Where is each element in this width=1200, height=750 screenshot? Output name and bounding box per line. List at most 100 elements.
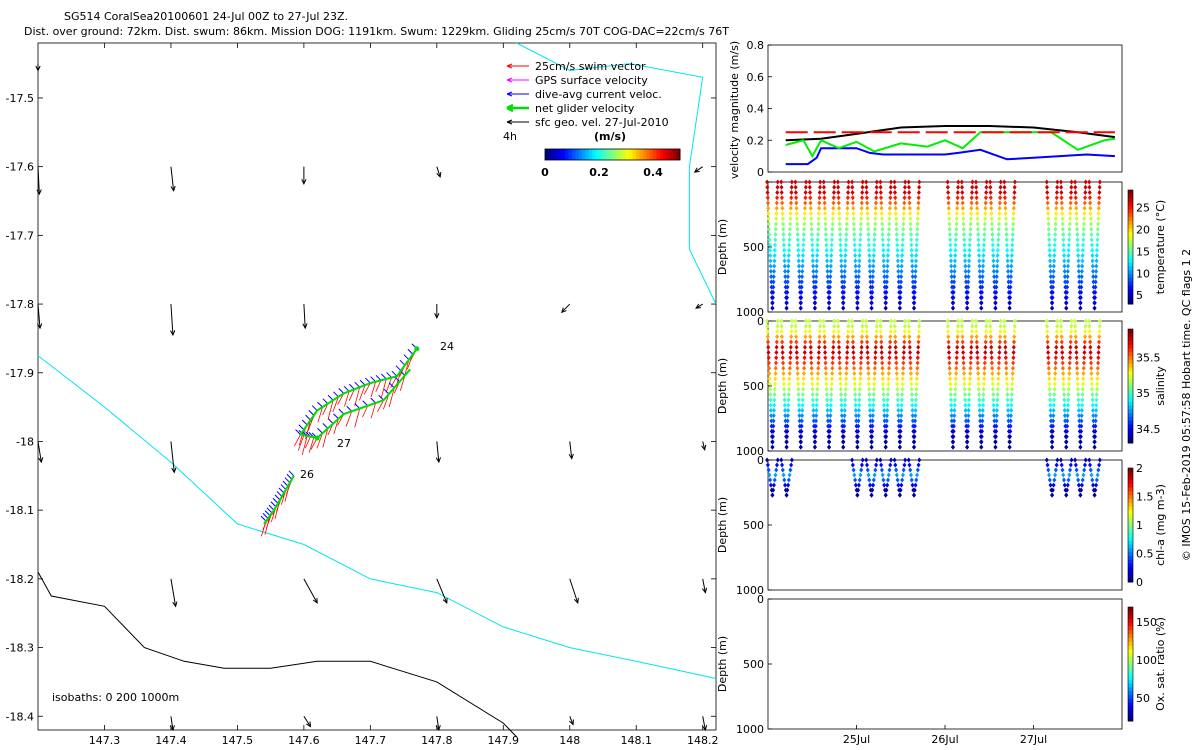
temperature-point [883, 300, 888, 306]
dac-vector [327, 394, 334, 401]
salinity-point [1006, 407, 1011, 413]
temperature-point [1044, 179, 1049, 185]
salinity-point [766, 355, 771, 361]
salinity-point [850, 329, 855, 335]
chlorophyll-point [1075, 472, 1080, 478]
temperature-point [983, 200, 988, 206]
salinity-point [977, 392, 982, 398]
temperature-point [813, 284, 818, 290]
oxygen-ylabel: Depth (m) [716, 636, 729, 692]
dac-vector [270, 501, 277, 508]
temperature-point [1077, 274, 1082, 280]
temperature-point [787, 242, 792, 248]
oxygen-cbar-segment [1128, 626, 1133, 631]
temperature-point [850, 190, 855, 196]
salinity-point [903, 318, 908, 324]
temperature-point [912, 284, 917, 290]
salinity-point [1088, 344, 1093, 350]
temperature-point [816, 211, 821, 217]
salinity-point [914, 397, 919, 403]
salinity-point [974, 329, 979, 335]
colorbar-segment [663, 149, 667, 160]
temperature-point [767, 226, 772, 232]
chlorophyll-point [896, 482, 901, 488]
salinity-point [872, 381, 877, 387]
temperature-point [836, 200, 841, 206]
salinity-point [951, 434, 956, 440]
salinity-point [913, 413, 918, 419]
temperature-point [1077, 279, 1082, 285]
temperature-point [888, 184, 893, 190]
temperature-point [910, 274, 915, 280]
salinity-point [798, 444, 803, 450]
salinity-point [840, 418, 845, 424]
salinity-point [842, 423, 847, 429]
salinity-point [851, 360, 856, 366]
salinity-point [888, 339, 893, 345]
salinity-point [811, 407, 816, 413]
salinity-point [988, 318, 993, 324]
temperature-point [867, 268, 872, 274]
salinity-point [783, 413, 788, 419]
salinity-point [880, 360, 885, 366]
temperature-point [844, 216, 849, 222]
temperature-point [1004, 226, 1009, 232]
salinity-point [1091, 413, 1096, 419]
salinity-point [784, 439, 789, 445]
salinity-point [1094, 397, 1099, 403]
salinity-point [775, 329, 780, 335]
salinity-point [866, 365, 871, 371]
temperature-point [850, 200, 855, 206]
chlorophyll-point [1053, 467, 1058, 473]
salinity-point [881, 381, 886, 387]
salinity-point [888, 329, 893, 335]
salinity-point [795, 371, 800, 377]
colorbar-segment [578, 149, 583, 160]
temperature-point [822, 195, 827, 201]
salinity-point [913, 418, 918, 424]
colorbar-segment [676, 149, 681, 160]
salinity-point [781, 371, 786, 377]
salinity-point [827, 439, 832, 445]
salinity-point [1005, 402, 1010, 408]
salinity-point [908, 371, 913, 377]
temperature-point [901, 221, 906, 227]
temperature-point [871, 263, 876, 269]
dac-vector [301, 419, 308, 426]
salinity-point [874, 329, 879, 335]
salinity-point [1046, 360, 1051, 366]
temperature-point [802, 221, 807, 227]
temperature-point [845, 195, 850, 201]
salinity-cbar-segment [1128, 374, 1133, 379]
temperature-point [989, 216, 994, 222]
temperature-point [910, 268, 915, 274]
salinity-point [771, 428, 776, 434]
salinity-point [1002, 334, 1007, 340]
salinity-cbar-segment [1128, 408, 1133, 414]
chlorophyll-point [1093, 487, 1098, 493]
temperature-point [954, 226, 959, 232]
temperature-point [800, 253, 805, 259]
chlorophyll-point [1088, 462, 1093, 468]
temperature-point [967, 242, 972, 248]
temperature-point [983, 216, 988, 222]
salinity-point [961, 355, 966, 361]
salinity-point [1050, 423, 1055, 429]
salinity-point [912, 423, 917, 429]
salinity-point [996, 376, 1001, 382]
velocity-series-line [785, 125, 1116, 142]
salinity-point [906, 318, 911, 324]
temperature-point [1075, 232, 1080, 238]
swim-vector [370, 381, 377, 398]
salinity-point [1068, 339, 1073, 345]
chlorophyll-point [898, 487, 903, 493]
temperature-point [1079, 279, 1084, 285]
temperature-point [1067, 226, 1072, 232]
salinity-point [814, 413, 819, 419]
temperature-point [867, 247, 872, 253]
temperature-point [844, 221, 849, 227]
salinity-point [779, 318, 784, 324]
salinity-point [998, 329, 1003, 335]
temperature-point [807, 179, 812, 185]
